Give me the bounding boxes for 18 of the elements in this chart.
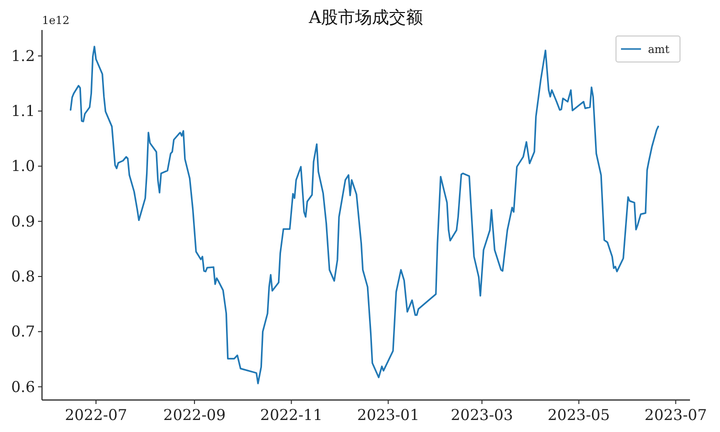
y-tick-label: 0.8 [11, 267, 35, 286]
x-tick-label: 2023-05 [548, 406, 610, 424]
x-tick-label: 2023-07 [644, 406, 707, 424]
x-tick-label: 2022-11 [260, 406, 323, 424]
y-tick-label: 1.2 [11, 46, 35, 65]
x-tick-label: 2022-07 [64, 406, 128, 424]
text: 1e12 [42, 14, 70, 27]
y-tick-label: 1.0 [11, 157, 35, 176]
legend: amt [616, 36, 680, 62]
x-tick-label: 2022-09 [163, 406, 226, 424]
y-tick-label: 0.6 [11, 378, 35, 396]
y-tick-label: 1.1 [11, 102, 35, 120]
y-tick-label: 0.7 [11, 322, 35, 341]
chart-title: A股市场成交额 [308, 8, 424, 28]
x-tick-label: 2023-03 [450, 406, 514, 424]
y-tick-label: 0.9 [11, 212, 35, 230]
x-tick-label: 2023-01 [357, 406, 420, 424]
legend-label: amt [648, 43, 670, 56]
